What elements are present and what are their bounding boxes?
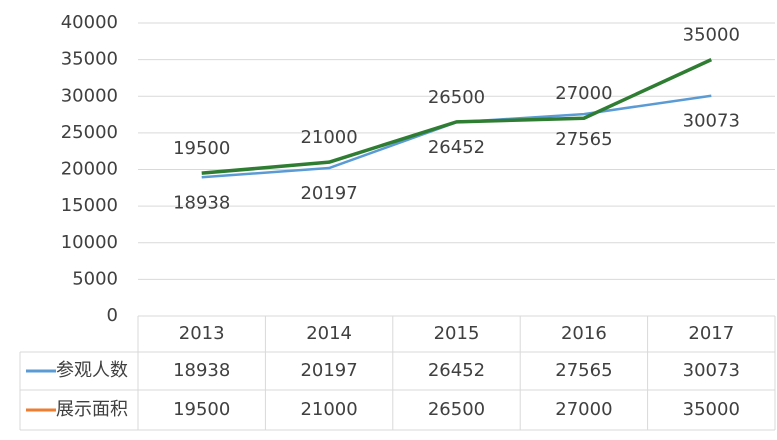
table-cell: 30073 xyxy=(683,360,740,381)
line xyxy=(201,58,713,175)
y-tick-label: 35000 xyxy=(61,49,118,70)
table-cell: 26500 xyxy=(428,399,485,420)
table-cell: 21000 xyxy=(300,399,357,420)
data-label: 27565 xyxy=(555,129,612,150)
legend-label: 参观人数 xyxy=(56,360,128,381)
data-label: 30073 xyxy=(683,111,740,132)
table-cell: 20197 xyxy=(300,360,357,381)
data-label: 26500 xyxy=(428,87,485,108)
y-tick-label: 0 xyxy=(107,305,118,326)
table-cell: 18938 xyxy=(173,360,230,381)
data-label: 27000 xyxy=(555,83,612,104)
data-label: 26452 xyxy=(428,137,485,158)
data-label: 19500 xyxy=(173,138,230,159)
data-label: 35000 xyxy=(683,25,740,46)
x-tick-label: 2013 xyxy=(179,323,225,344)
y-tick-label: 25000 xyxy=(61,122,118,143)
data-label: 20197 xyxy=(300,183,357,204)
table-cell: 19500 xyxy=(173,399,230,420)
y-tick-label: 5000 xyxy=(72,268,118,289)
table-cell: 26452 xyxy=(428,360,485,381)
x-tick-label: 2014 xyxy=(306,323,352,344)
legend-label: 展示面积 xyxy=(56,399,128,420)
data-label: 18938 xyxy=(173,192,230,213)
table-cell: 27000 xyxy=(555,399,612,420)
y-tick-label: 20000 xyxy=(61,159,118,180)
y-tick-label: 10000 xyxy=(61,232,118,253)
y-tick-label: 15000 xyxy=(61,195,118,216)
table-cell: 27565 xyxy=(555,360,612,381)
x-tick-label: 2017 xyxy=(688,323,734,344)
x-tick-label: 2015 xyxy=(434,323,480,344)
x-tick-label: 2016 xyxy=(561,323,607,344)
y-tick-label: 30000 xyxy=(61,85,118,106)
data-label: 21000 xyxy=(300,127,357,148)
y-tick-label: 40000 xyxy=(61,12,118,33)
table-cell: 35000 xyxy=(683,399,740,420)
